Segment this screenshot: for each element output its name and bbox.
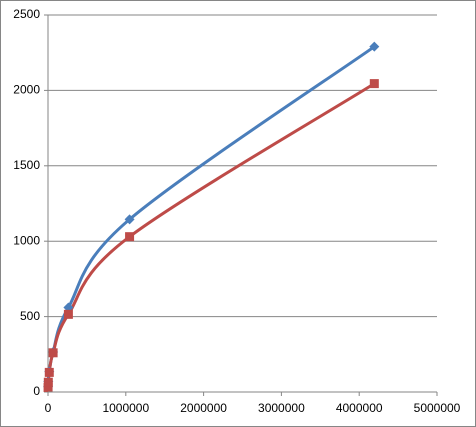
x-tick-label: 4000000	[336, 401, 383, 415]
y-tick-label: 1000	[13, 233, 40, 247]
marker	[43, 377, 53, 387]
marker	[124, 214, 135, 225]
y-tick-label: 2500	[13, 7, 40, 21]
x-tick-label: 1000000	[102, 401, 149, 415]
marker	[43, 382, 53, 392]
x-tick-label: 2000000	[180, 401, 227, 415]
y-tick-label: 2000	[13, 83, 40, 97]
marker	[369, 79, 379, 89]
y-tick-label: 500	[20, 309, 40, 323]
x-tick-label: 3000000	[258, 401, 305, 415]
x-tick-label: 5000000	[414, 401, 461, 415]
marker	[44, 367, 54, 377]
marker	[48, 348, 58, 358]
x-tick-label: 0	[45, 401, 52, 415]
marker	[63, 309, 73, 319]
y-tick-label: 0	[33, 384, 40, 398]
marker	[125, 232, 135, 242]
marker	[369, 41, 380, 52]
y-tick-label: 1500	[13, 158, 40, 172]
